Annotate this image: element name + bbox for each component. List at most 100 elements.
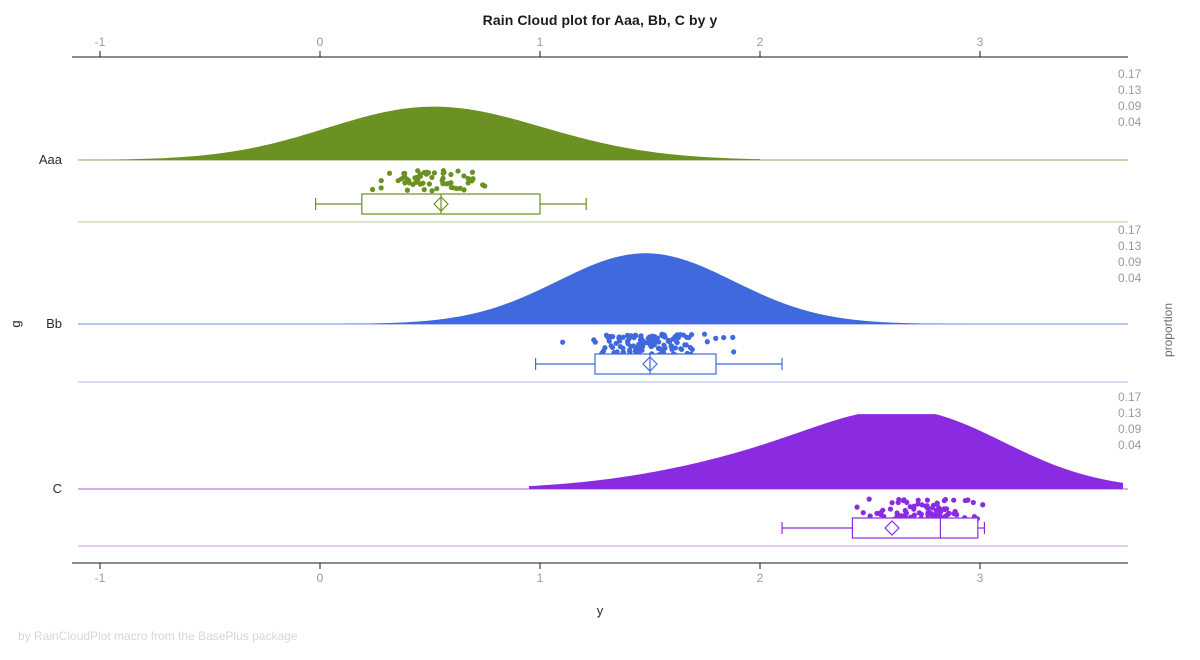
y-axis-label: g — [8, 320, 23, 327]
data-point — [455, 168, 461, 174]
data-point — [889, 500, 895, 506]
data-point — [704, 339, 710, 345]
data-point — [894, 510, 900, 516]
data-point — [934, 501, 940, 507]
data-point — [386, 170, 393, 176]
data-point — [608, 343, 614, 349]
proportion-tick-label: 0.13 — [1118, 239, 1142, 253]
data-point — [401, 170, 407, 177]
data-point — [465, 175, 471, 182]
data-point — [662, 345, 668, 351]
data-point — [915, 497, 921, 503]
proportion-tick-label: 0.04 — [1118, 271, 1142, 285]
density-cloud — [78, 106, 760, 160]
data-point — [420, 180, 426, 186]
data-point — [951, 511, 957, 517]
data-point — [434, 186, 440, 192]
group-panel-c: 0.17 0.13 0.09 0.04 C — [53, 390, 1142, 547]
data-point — [450, 185, 457, 191]
data-point — [645, 335, 651, 341]
data-point — [895, 499, 901, 506]
data-point — [874, 510, 880, 516]
data-point — [925, 505, 931, 511]
axes-layer: -1 -1 0 0 1 1 2 2 3 3 y g proportion — [8, 35, 1175, 618]
data-point — [672, 334, 678, 340]
data-point — [689, 346, 695, 353]
mean-diamond-marker — [884, 520, 900, 536]
raw-data-points — [369, 168, 488, 194]
data-point — [431, 170, 437, 176]
data-point — [674, 339, 680, 345]
data-point — [937, 510, 943, 516]
data-point — [421, 187, 427, 193]
data-point — [602, 345, 608, 351]
box-plot — [781, 517, 986, 539]
data-point — [933, 507, 939, 513]
x-tick-label-top: 1 — [537, 35, 544, 49]
data-point — [668, 343, 674, 349]
x-tick-label-top: 0 — [317, 35, 324, 49]
data-point — [591, 337, 597, 343]
data-point — [713, 335, 719, 341]
data-point — [941, 506, 947, 512]
data-point — [638, 334, 644, 340]
data-point — [443, 181, 450, 187]
data-point — [616, 334, 622, 340]
data-point — [925, 510, 931, 516]
data-point — [429, 174, 435, 181]
box-iqr — [594, 353, 717, 375]
data-point — [469, 169, 476, 175]
group-label-aaa: Aaa — [39, 152, 63, 167]
data-point — [620, 345, 626, 351]
data-point — [404, 187, 410, 193]
data-point — [721, 334, 727, 341]
group-panel-aaa: 0.17 0.13 0.09 0.04 Aaa — [39, 67, 1142, 223]
data-point — [903, 510, 910, 516]
x-tick-label-bottom: 0 — [317, 571, 324, 585]
data-point — [661, 333, 667, 340]
data-point — [404, 176, 410, 182]
data-point — [448, 171, 454, 178]
mean-diamond-marker — [433, 196, 449, 212]
data-point — [429, 188, 435, 194]
data-point — [887, 506, 894, 512]
data-point — [679, 346, 685, 353]
group-label-bb: Bb — [46, 316, 62, 331]
data-point — [701, 331, 708, 337]
data-point — [613, 340, 619, 346]
data-point — [649, 333, 655, 339]
box-iqr — [851, 517, 979, 539]
proportion-tick-label: 0.17 — [1118, 390, 1142, 404]
data-point — [469, 178, 475, 184]
data-point — [606, 335, 612, 342]
data-point — [461, 173, 467, 179]
data-point — [916, 510, 922, 516]
data-point — [378, 178, 384, 184]
x-tick-label-top: 3 — [977, 35, 984, 49]
data-point — [860, 510, 866, 516]
density-cloud — [342, 253, 969, 324]
proportion-tick-label: 0.17 — [1118, 67, 1142, 81]
data-point — [677, 332, 683, 338]
data-point — [929, 505, 936, 511]
data-point — [682, 342, 688, 348]
data-point — [560, 339, 566, 345]
data-point — [929, 511, 935, 517]
data-point — [395, 178, 401, 184]
data-point — [480, 182, 486, 188]
mean-diamond-marker — [642, 356, 658, 372]
data-point — [946, 510, 952, 516]
data-point — [633, 333, 639, 339]
x-axis-label: y — [597, 603, 604, 618]
box-iqr — [361, 193, 541, 215]
density-cloud — [529, 414, 1123, 489]
proportion-tick-label: 0.09 — [1118, 255, 1142, 269]
data-point — [964, 497, 970, 503]
x-tick-label-top: 2 — [757, 35, 764, 49]
data-point — [672, 345, 679, 351]
data-point — [688, 332, 695, 338]
data-point — [911, 503, 917, 509]
proportion-tick-label: 0.17 — [1118, 223, 1142, 237]
data-point — [417, 171, 423, 177]
